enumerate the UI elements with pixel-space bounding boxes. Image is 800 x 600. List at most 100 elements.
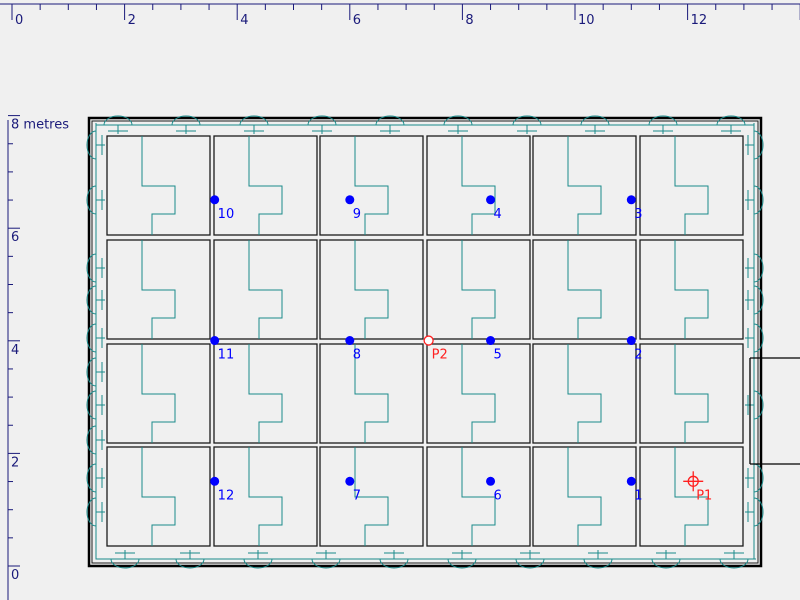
heater-icon (304, 550, 348, 569)
heater-icon (164, 115, 208, 134)
left-wall-fixtures (86, 123, 105, 534)
reference-points: P1 P2 (423, 335, 712, 503)
tile-circuit (141, 344, 176, 443)
outer-wall (87, 116, 763, 568)
tile-border (319, 135, 424, 236)
heater-icon (573, 115, 617, 134)
heater-arc (86, 253, 97, 283)
heater-arc (753, 253, 764, 283)
sensor-label: 9 (353, 207, 361, 222)
heater-arc (379, 558, 409, 569)
tile-circuit (248, 240, 283, 339)
floor-tile (106, 343, 211, 444)
heater-arc (443, 115, 473, 126)
heater-arc (86, 463, 97, 493)
bottom-wall-fixtures (103, 550, 756, 569)
left-ruler-label: 2 (11, 455, 19, 470)
heater-icon (86, 418, 105, 462)
heater-arc (719, 558, 749, 569)
tile-border (426, 343, 531, 444)
heater-arc (753, 130, 764, 160)
tile-circuit (674, 447, 709, 546)
floor-tile (426, 239, 531, 340)
floor-tile (213, 446, 318, 547)
tile-border (532, 343, 637, 444)
floor-tile (639, 239, 744, 340)
heater-arc (307, 115, 337, 126)
tile-border (213, 343, 318, 444)
heater-icon (745, 490, 764, 534)
tile-border (106, 239, 211, 340)
heater-arc (580, 115, 610, 126)
tile-border (106, 446, 211, 547)
heater-icon (372, 550, 416, 569)
heater-arc (86, 285, 97, 315)
tile-circuit (674, 240, 709, 339)
sensor-dot (486, 336, 496, 346)
floor-tile (426, 446, 531, 547)
heater-arc (103, 115, 133, 126)
sensor-label: 7 (353, 488, 361, 503)
tile-border (639, 239, 744, 340)
sensor-dot (210, 476, 220, 486)
tile-circuit (354, 344, 389, 443)
top-ruler-label: 4 (240, 13, 248, 28)
top-ruler-label: 6 (353, 13, 361, 28)
sensor-dot (345, 476, 355, 486)
heater-icon (168, 550, 212, 569)
tile-border (213, 135, 318, 236)
heater-arc (375, 115, 405, 126)
right-wall-fixtures (745, 123, 764, 534)
heater-icon (745, 316, 764, 360)
tile-circuit (674, 344, 709, 443)
heater-arc (243, 558, 273, 569)
tile-circuit (141, 447, 176, 546)
left-ruler: 0 2 4 6 8 metres (7, 115, 69, 600)
floor-tile (319, 343, 424, 444)
floor-tile (532, 343, 637, 444)
top-wall-fixtures (96, 115, 753, 134)
sensor-label: 3 (634, 207, 642, 222)
sensor-dot (210, 336, 220, 346)
tile-border (106, 135, 211, 236)
heater-icon (745, 123, 764, 167)
heater-arc (175, 558, 205, 569)
sensor-label: 1 (634, 488, 642, 503)
heater-arc (311, 558, 341, 569)
heater-icon (86, 490, 105, 534)
tile-circuit (248, 447, 283, 546)
tile-border (319, 239, 424, 340)
heater-arc (110, 558, 140, 569)
tile-border (319, 343, 424, 444)
heater-arc (86, 130, 97, 160)
heater-icon (508, 550, 552, 569)
sensor-label: 6 (494, 488, 502, 503)
tile-border (106, 343, 211, 444)
sensor-label: 5 (494, 348, 502, 363)
heater-arc (86, 323, 97, 353)
heater-icon (440, 550, 484, 569)
heater-icon (745, 383, 764, 427)
floor-tile (106, 135, 211, 236)
heater-arc (86, 390, 97, 420)
heater-arc (86, 497, 97, 527)
sensor-dot (626, 476, 636, 486)
sensor-label: 12 (218, 488, 235, 503)
heater-icon (745, 278, 764, 322)
heater-icon (103, 550, 147, 569)
sensor-dot (486, 476, 496, 486)
heater-icon (86, 178, 105, 222)
top-ruler-label: 0 (15, 13, 23, 28)
tile-circuit (248, 136, 283, 235)
heater-arc (753, 463, 764, 493)
tile-circuit (354, 447, 389, 546)
sensor-markers: 10 9 4 3 11 8 5 2 12 7 6 1 (210, 195, 643, 503)
tile-circuit (248, 344, 283, 443)
heater-icon (236, 550, 280, 569)
point-label: P2 (432, 348, 448, 363)
floor-tile (319, 446, 424, 547)
floor-tile-grid (106, 135, 744, 547)
heater-arc (716, 115, 746, 126)
